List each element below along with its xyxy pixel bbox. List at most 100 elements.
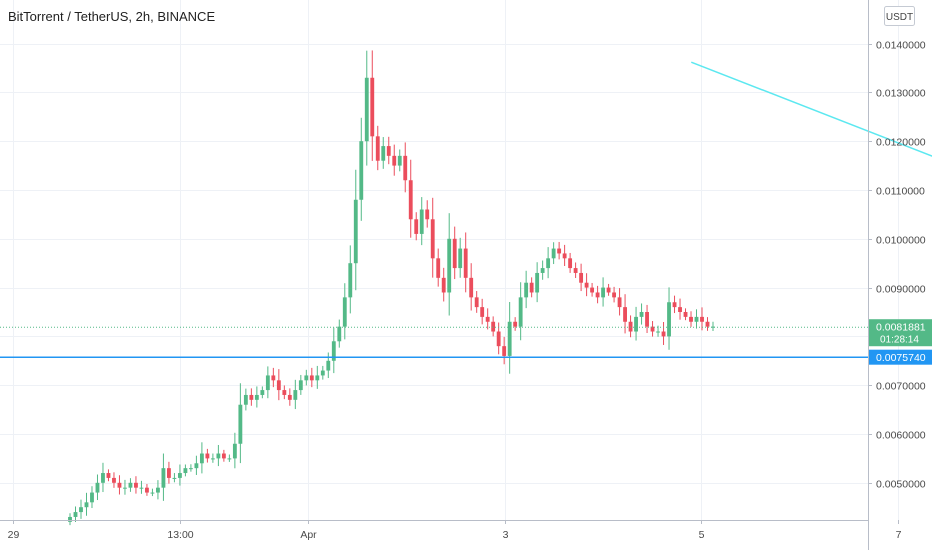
candle-up[interactable] <box>90 492 94 503</box>
candle-down[interactable] <box>425 209 430 220</box>
candle-up[interactable] <box>331 341 336 361</box>
candles[interactable] <box>68 50 715 526</box>
candle-down[interactable] <box>683 312 688 317</box>
candle-down[interactable] <box>491 321 496 332</box>
candle-up[interactable] <box>232 443 237 459</box>
candle-down[interactable] <box>403 155 408 181</box>
candle-down[interactable] <box>705 321 710 327</box>
candle-down[interactable] <box>430 219 435 259</box>
candle-up[interactable] <box>161 468 166 488</box>
candle-up[interactable] <box>518 297 523 327</box>
candle-down[interactable] <box>502 346 507 356</box>
candle-up[interactable] <box>188 468 193 470</box>
candle-down[interactable] <box>568 258 573 269</box>
candle-down[interactable] <box>606 287 611 293</box>
candle-up[interactable] <box>364 77 369 142</box>
candle-down[interactable] <box>623 307 627 322</box>
candle-down[interactable] <box>287 394 292 400</box>
candle-up[interactable] <box>183 468 188 474</box>
candle-up[interactable] <box>254 394 259 400</box>
candle-down[interactable] <box>480 307 485 317</box>
candle-down[interactable] <box>221 453 226 459</box>
candle-down[interactable] <box>485 316 490 322</box>
candle-up[interactable] <box>238 404 243 444</box>
candle-down[interactable] <box>573 268 578 273</box>
candle-down[interactable] <box>584 282 589 288</box>
candle-down[interactable] <box>672 302 677 308</box>
candle-down[interactable] <box>414 219 419 234</box>
candle-down[interactable] <box>617 297 622 308</box>
candle-up[interactable] <box>667 302 671 337</box>
candle-down[interactable] <box>595 292 600 298</box>
currency-button[interactable]: USDT <box>884 6 915 26</box>
candle-down[interactable] <box>661 331 666 337</box>
candle-up[interactable] <box>177 473 182 478</box>
candle-up[interactable] <box>634 316 638 332</box>
candle-up[interactable] <box>243 394 248 405</box>
candle-up[interactable] <box>535 272 540 293</box>
candle-up[interactable] <box>123 487 127 489</box>
candle-down[interactable] <box>469 277 474 298</box>
candle-down[interactable] <box>370 77 375 137</box>
candle-up[interactable] <box>194 463 199 469</box>
descending-trendline[interactable] <box>690 61 932 363</box>
candle-up[interactable] <box>304 375 309 381</box>
candle-up[interactable] <box>199 453 204 464</box>
candle-up[interactable] <box>210 458 215 460</box>
candle-up[interactable] <box>156 487 160 493</box>
candle-up[interactable] <box>381 146 386 161</box>
candle-down[interactable] <box>271 375 276 381</box>
candle-down[interactable] <box>452 238 457 269</box>
candle-down[interactable] <box>392 155 397 166</box>
candle-down[interactable] <box>689 316 693 322</box>
candle-down[interactable] <box>678 307 682 312</box>
candle-down[interactable] <box>557 248 562 254</box>
candle-down[interactable] <box>309 375 314 381</box>
candle-up[interactable] <box>265 375 270 391</box>
candle-up[interactable] <box>73 512 78 517</box>
candle-down[interactable] <box>441 277 446 293</box>
candle-down[interactable] <box>408 180 413 220</box>
candle-up[interactable] <box>326 360 331 371</box>
candle-up[interactable] <box>342 297 347 327</box>
candle-up[interactable] <box>639 312 644 317</box>
candle-up[interactable] <box>293 390 298 400</box>
candle-down[interactable] <box>386 146 391 156</box>
candle-down[interactable] <box>112 477 116 483</box>
candle-down[interactable] <box>562 253 567 259</box>
candle-up[interactable] <box>227 458 232 460</box>
candle-down[interactable] <box>145 487 149 493</box>
candle-up[interactable] <box>711 326 715 328</box>
drawings[interactable] <box>0 61 932 363</box>
candle-up[interactable] <box>320 370 325 376</box>
candle-down[interactable] <box>645 312 649 327</box>
candle-down[interactable] <box>276 380 281 391</box>
candle-down[interactable] <box>590 287 595 293</box>
candle-up[interactable] <box>656 331 660 333</box>
candle-up[interactable] <box>601 287 606 298</box>
candle-up[interactable] <box>447 238 452 293</box>
candle-up[interactable] <box>216 453 221 459</box>
candle-up[interactable] <box>353 199 358 264</box>
candle-up[interactable] <box>524 282 529 298</box>
candle-up[interactable] <box>694 316 699 322</box>
candle-up[interactable] <box>458 248 463 269</box>
candle-up[interactable] <box>419 209 424 234</box>
candle-up[interactable] <box>101 473 105 483</box>
candle-up[interactable] <box>315 375 320 381</box>
candle-up[interactable] <box>84 502 89 508</box>
candle-up[interactable] <box>507 321 512 356</box>
candle-up[interactable] <box>337 326 342 342</box>
candle-up[interactable] <box>551 248 556 259</box>
candle-up[interactable] <box>348 263 353 298</box>
candle-up[interactable] <box>150 492 155 494</box>
candle-down[interactable] <box>628 321 633 332</box>
candle-up[interactable] <box>139 487 144 489</box>
candle-down[interactable] <box>249 394 254 400</box>
candle-down[interactable] <box>612 292 617 298</box>
candle-up[interactable] <box>79 507 83 513</box>
candle-up[interactable] <box>397 155 402 166</box>
